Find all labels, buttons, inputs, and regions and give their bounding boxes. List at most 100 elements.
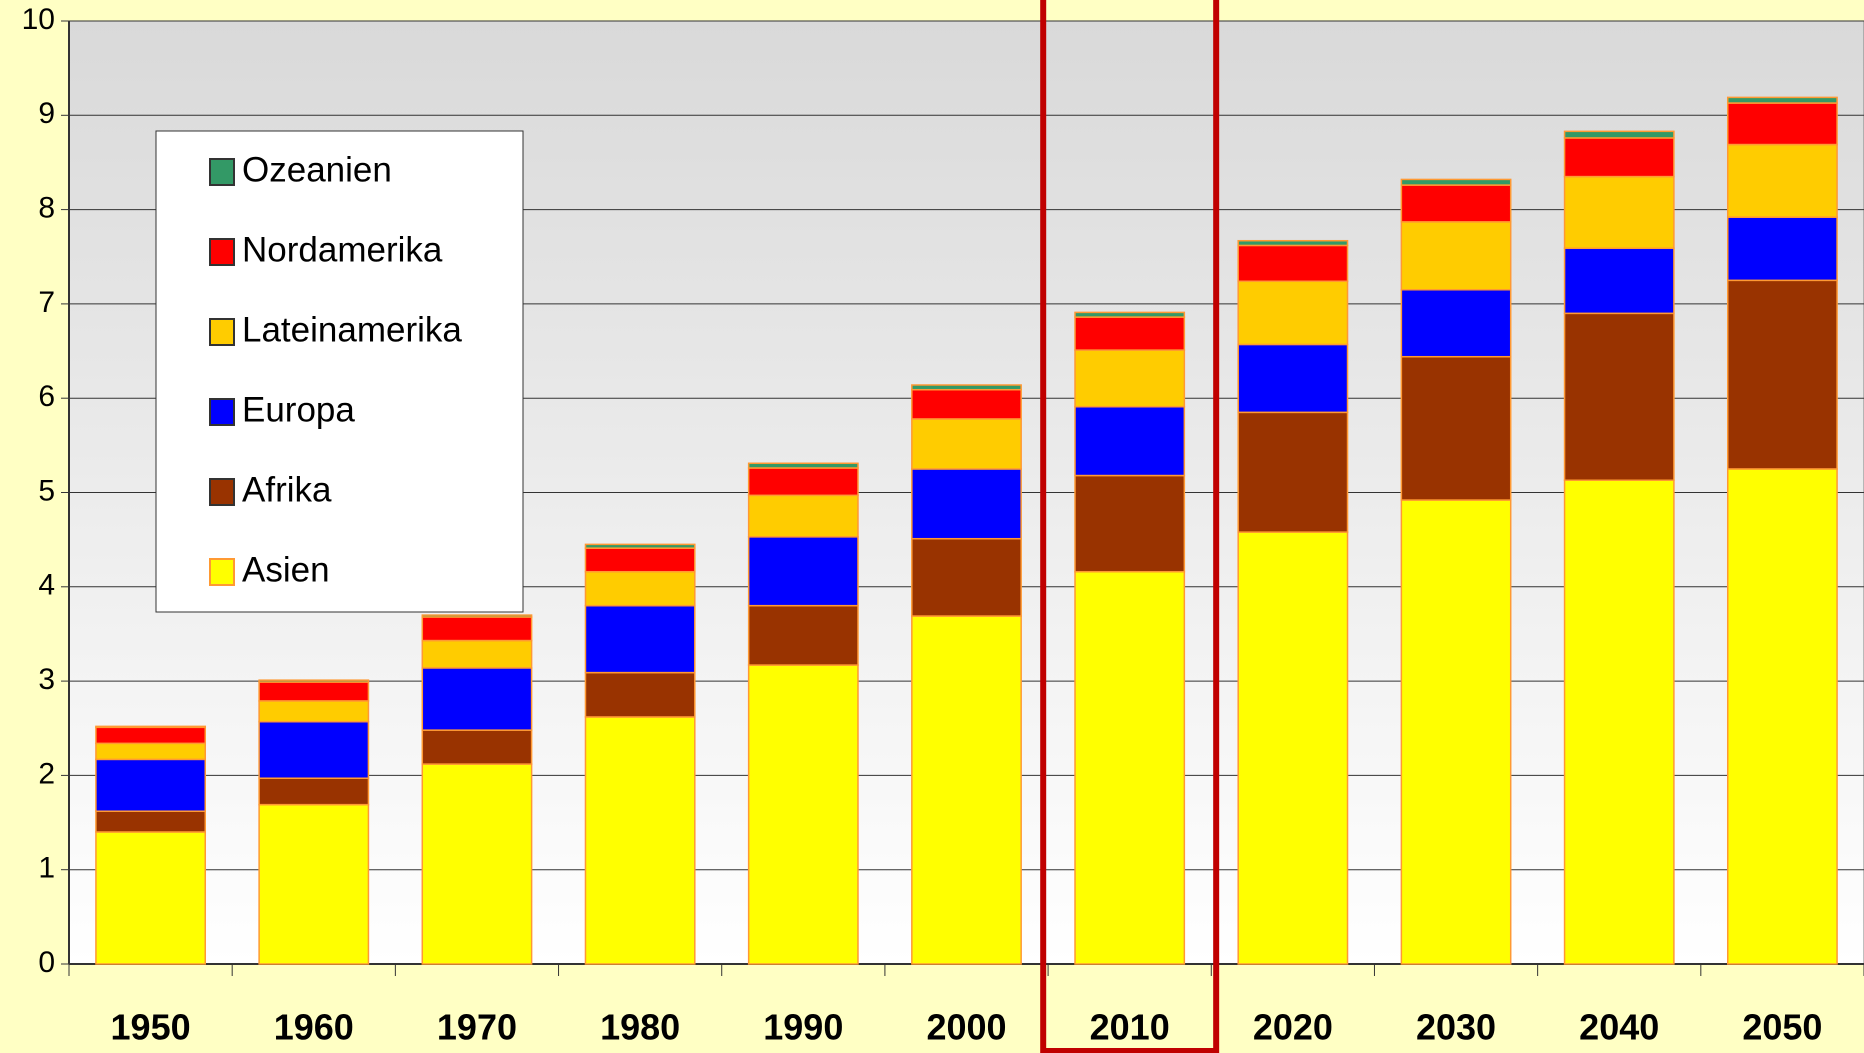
bar-segment xyxy=(421,614,533,618)
bar-segment xyxy=(1726,279,1838,470)
bar-segment xyxy=(1237,411,1349,533)
bar-segment xyxy=(258,679,370,683)
y-tick-label: 2 xyxy=(38,757,55,790)
bar-segment xyxy=(911,468,1022,540)
y-tick-label: 1 xyxy=(38,852,55,885)
bar-segment xyxy=(421,729,533,765)
bar-segment xyxy=(1074,405,1186,477)
bar-segment xyxy=(1400,355,1512,501)
bar-segment xyxy=(584,570,696,607)
bar-segment xyxy=(1074,474,1186,573)
x-tick-label: 2040 xyxy=(1579,1007,1659,1048)
y-tick-label: 8 xyxy=(38,192,55,225)
bar-segment xyxy=(747,462,859,469)
bar-segment xyxy=(1237,239,1349,247)
bar-segment xyxy=(1237,343,1349,414)
legend-label: Ozeanien xyxy=(242,150,392,189)
bar-segment xyxy=(584,604,696,674)
bar-segment xyxy=(1074,349,1186,408)
legend-label: Europa xyxy=(242,390,355,429)
highlight-box xyxy=(1040,0,1220,1053)
x-tick-label: 2000 xyxy=(926,1007,1006,1048)
bar-segment xyxy=(911,615,1022,965)
bar-segment xyxy=(1074,311,1186,318)
y-tick-label: 9 xyxy=(38,97,55,130)
bar-segment xyxy=(1400,289,1512,358)
y-tick-label: 7 xyxy=(38,286,55,319)
bar-segment xyxy=(747,494,859,538)
x-tick-label: 1980 xyxy=(600,1007,680,1048)
bar-segment xyxy=(584,716,696,965)
bar-segment xyxy=(1074,570,1186,965)
bar-segment xyxy=(1726,468,1838,965)
bar-segment xyxy=(1563,130,1675,139)
bar-segment xyxy=(1726,216,1838,282)
bar-segment xyxy=(95,831,207,965)
x-tick-label: 1970 xyxy=(437,1007,517,1048)
bar-segment xyxy=(584,543,696,549)
bar-segment xyxy=(747,536,859,607)
bar-segment xyxy=(1563,175,1675,250)
bar-segment xyxy=(95,758,207,812)
legend-swatch xyxy=(209,558,235,586)
x-tick-label: 2030 xyxy=(1416,1007,1496,1048)
bar-segment xyxy=(258,720,370,779)
y-tick-label: 3 xyxy=(38,663,55,696)
y-tick-label: 10 xyxy=(22,3,55,36)
bar-segment xyxy=(1400,178,1512,186)
bar-segment xyxy=(747,467,859,497)
x-tick-label: 1950 xyxy=(111,1007,191,1048)
legend-swatch xyxy=(209,318,235,346)
x-tick-label: 1960 xyxy=(274,1007,354,1048)
bar-segment xyxy=(1400,221,1512,291)
bar-segment xyxy=(421,763,533,965)
bar-segment xyxy=(258,700,370,723)
legend-label: Asien xyxy=(242,550,330,589)
x-tick-label: 2020 xyxy=(1253,1007,1333,1048)
legend-swatch xyxy=(209,158,235,186)
x-tick-label: 2010 xyxy=(1090,1007,1170,1048)
bar-segment xyxy=(584,671,696,718)
bar-segment xyxy=(1726,102,1838,146)
bar-segment xyxy=(95,726,207,745)
bar-segment xyxy=(1563,247,1675,315)
bar-segment xyxy=(1237,531,1349,965)
bar-segment xyxy=(1726,143,1838,218)
bar-segment xyxy=(747,664,859,965)
bar-segment xyxy=(421,667,533,731)
legend-swatch xyxy=(209,238,235,266)
x-tick-label: 2050 xyxy=(1742,1007,1822,1048)
bar-segment xyxy=(95,742,207,761)
bar-segment xyxy=(258,803,370,965)
bar-segment xyxy=(911,384,1022,391)
y-tick-label: 0 xyxy=(38,946,55,979)
bar-segment xyxy=(1726,96,1838,104)
y-tick-label: 6 xyxy=(38,380,55,413)
bar-segment xyxy=(1400,499,1512,965)
bar-segment xyxy=(95,810,207,833)
x-tick-label: 1990 xyxy=(763,1007,843,1048)
legend-label: Lateinamerika xyxy=(242,310,462,349)
bar-segment xyxy=(1563,312,1675,481)
bar-segment xyxy=(1237,244,1349,283)
bar-segment xyxy=(747,604,859,666)
legend-label: Nordamerika xyxy=(242,230,443,269)
bar-segment xyxy=(421,616,533,642)
bar-segment xyxy=(911,418,1022,470)
bar-segment xyxy=(258,681,370,702)
bar-segment xyxy=(258,777,370,806)
legend-swatch xyxy=(209,398,235,426)
bar-segment xyxy=(1563,137,1675,178)
y-tick-label: 5 xyxy=(38,474,55,507)
legend-label: Afrika xyxy=(242,470,332,509)
y-tick-label: 4 xyxy=(38,569,55,602)
bar-segment xyxy=(1237,280,1349,346)
bar-segment xyxy=(584,547,696,573)
bar-segment xyxy=(95,725,207,729)
bar-segment xyxy=(421,639,533,669)
bar-segment xyxy=(1563,479,1675,965)
legend-box xyxy=(155,130,524,613)
bar-segment xyxy=(1074,316,1186,351)
bar-segment xyxy=(911,388,1022,420)
